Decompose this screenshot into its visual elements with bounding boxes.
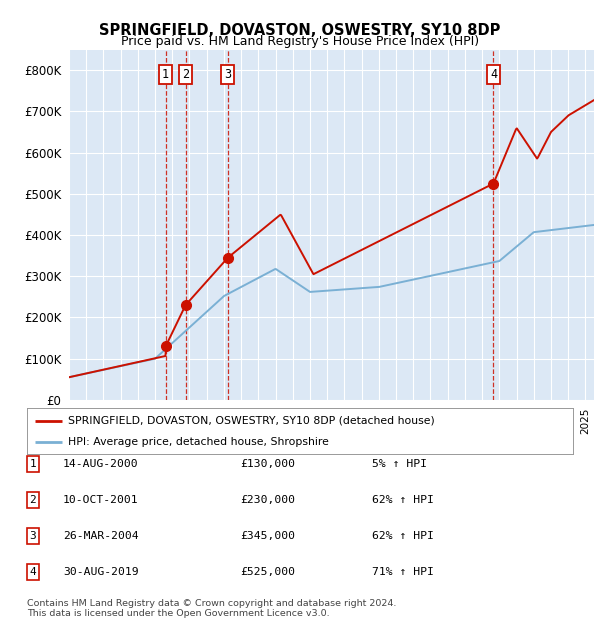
Text: 14-AUG-2000: 14-AUG-2000 (63, 459, 139, 469)
Text: Contains HM Land Registry data © Crown copyright and database right 2024.: Contains HM Land Registry data © Crown c… (27, 600, 397, 608)
Text: 62% ↑ HPI: 62% ↑ HPI (372, 495, 434, 505)
Text: 3: 3 (29, 531, 37, 541)
Text: 2: 2 (29, 495, 37, 505)
Text: 1: 1 (29, 459, 37, 469)
Text: 30-AUG-2019: 30-AUG-2019 (63, 567, 139, 577)
Text: £345,000: £345,000 (240, 531, 295, 541)
Text: £130,000: £130,000 (240, 459, 295, 469)
Text: HPI: Average price, detached house, Shropshire: HPI: Average price, detached house, Shro… (68, 437, 329, 447)
Text: Price paid vs. HM Land Registry's House Price Index (HPI): Price paid vs. HM Land Registry's House … (121, 35, 479, 48)
Text: 4: 4 (29, 567, 37, 577)
Text: 71% ↑ HPI: 71% ↑ HPI (372, 567, 434, 577)
Text: 4: 4 (490, 68, 497, 81)
Text: 2: 2 (182, 68, 189, 81)
Text: 3: 3 (224, 68, 232, 81)
Text: 62% ↑ HPI: 62% ↑ HPI (372, 531, 434, 541)
Text: 10-OCT-2001: 10-OCT-2001 (63, 495, 139, 505)
Text: £230,000: £230,000 (240, 495, 295, 505)
Text: 5% ↑ HPI: 5% ↑ HPI (372, 459, 427, 469)
Text: SPRINGFIELD, DOVASTON, OSWESTRY, SY10 8DP: SPRINGFIELD, DOVASTON, OSWESTRY, SY10 8D… (100, 23, 500, 38)
Text: 1: 1 (162, 68, 169, 81)
Text: This data is licensed under the Open Government Licence v3.0.: This data is licensed under the Open Gov… (27, 609, 329, 618)
Text: £525,000: £525,000 (240, 567, 295, 577)
Text: SPRINGFIELD, DOVASTON, OSWESTRY, SY10 8DP (detached house): SPRINGFIELD, DOVASTON, OSWESTRY, SY10 8D… (68, 415, 434, 425)
Text: 26-MAR-2004: 26-MAR-2004 (63, 531, 139, 541)
